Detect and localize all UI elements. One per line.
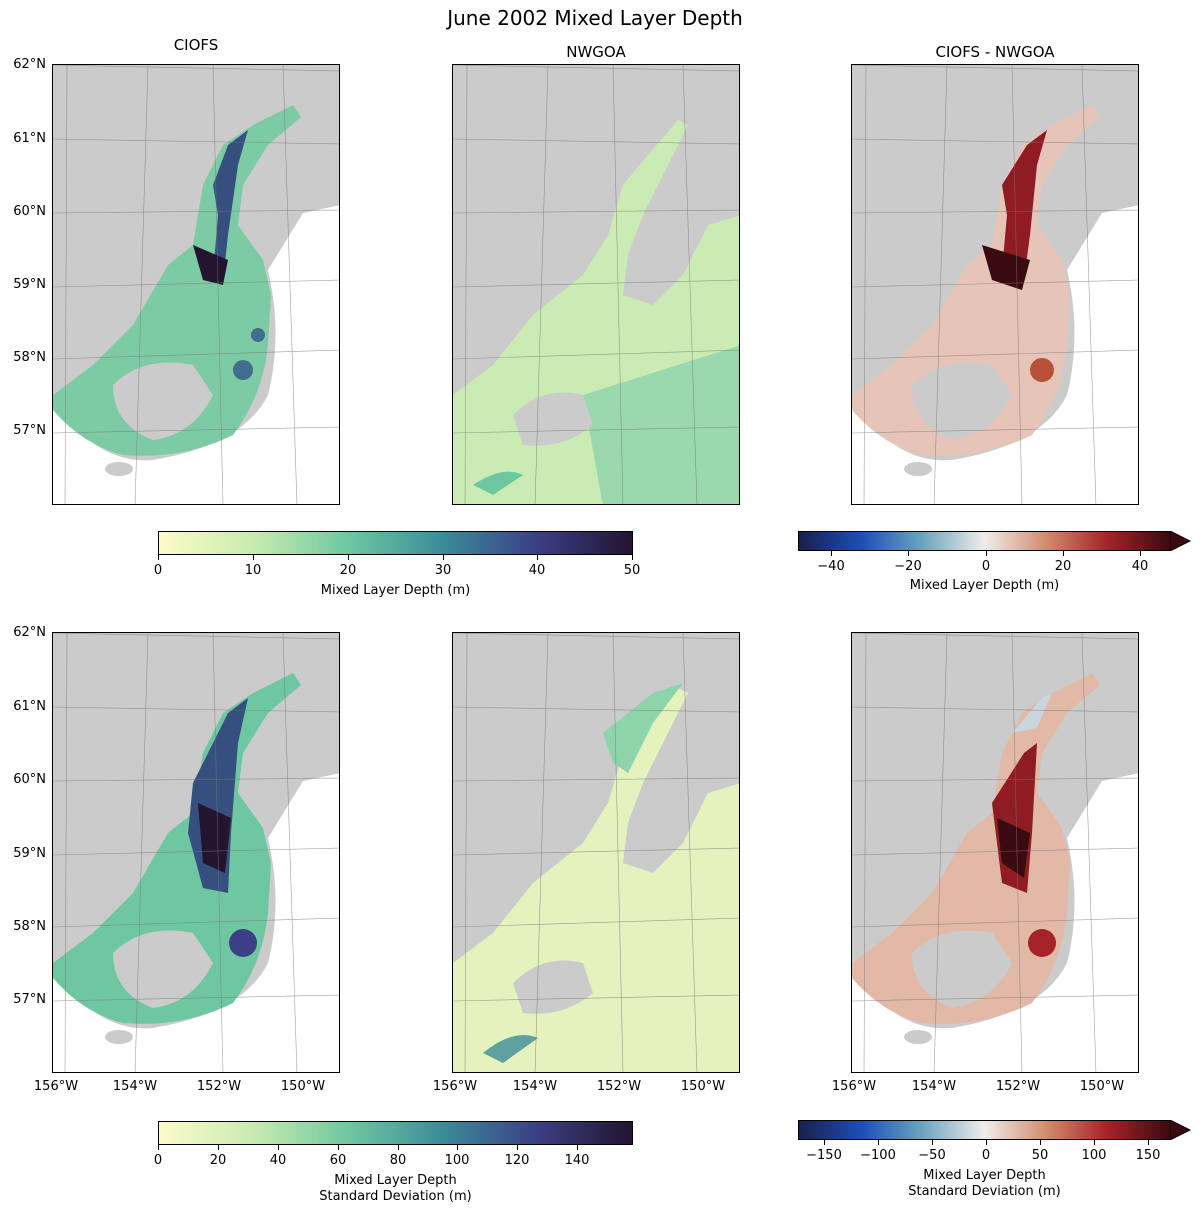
cbar-tick: 50 [1031,1148,1049,1163]
cbar-tick: −20 [894,559,922,574]
lat-label-61-row1: 61°N [13,131,46,146]
map-ciofs-std [52,632,340,1073]
cbar-tick: −40 [817,559,845,574]
lat-label-57-row2: 57°N [13,992,46,1007]
map-nwgoa-std [452,632,740,1073]
cbar-tick: −100 [860,1148,896,1163]
column-title-ciofs: CIOFS [173,36,219,54]
cbar-tick: 40 [528,563,546,578]
cbar-tick: 120 [504,1153,530,1168]
cbar-tick: 100 [444,1153,470,1168]
map-diff-std [851,632,1139,1073]
colorbar-std-diverging-label-line2: Standard Deviation (m) [908,1184,1061,1199]
lon-label-156-col3: 156°W [831,1079,877,1094]
cbar-tick: 20 [209,1153,227,1168]
lat-label-60-row2: 60°N [13,772,46,787]
map-nwgoa-mean [452,64,740,505]
figure-title: June 2002 Mixed Layer Depth [447,6,743,30]
colorbar-std-sequential-label: Mixed Layer Depth Standard Deviation (m) [158,1173,633,1205]
lat-label-60-row1: 60°N [13,204,46,219]
lat-label-61-row2: 61°N [13,699,46,714]
column-title-nwgoa: NWGOA [566,43,626,61]
cbar-tick: 80 [389,1153,407,1168]
colorbar-mean-diverging-label: Mixed Layer Depth (m) [909,578,1060,593]
cbar-tick: 60 [329,1153,347,1168]
colorbar-std-diverging-label: Mixed Layer Depth Standard Deviation (m) [798,1168,1171,1200]
cbar-tick: −50 [918,1148,946,1163]
lat-label-62-row1: 62°N [13,57,46,72]
cbar-tick: 0 [981,1148,991,1163]
lon-label-152-col2: 152°W [596,1079,642,1094]
cbar-tick: 20 [339,563,357,578]
lat-label-62-row2: 62°N [13,625,46,640]
colorbar-std-diverging [798,1120,1171,1140]
colorbar-std-sequential [158,1121,633,1145]
cbar-tick: 40 [269,1153,287,1168]
column-title-diff: CIOFS - NWGOA [935,43,1055,61]
cbar-tick: 50 [623,563,641,578]
cbar-tick: 40 [1131,559,1149,574]
lon-label-152-col1: 152°W [196,1079,242,1094]
cbar-tick: 0 [153,1153,163,1168]
cbar-tick: 10 [244,563,262,578]
lat-label-59-row2: 59°N [13,846,46,861]
cbar-tick: 0 [153,563,163,578]
lat-label-58-row2: 58°N [13,919,46,934]
lon-label-150-col3: 150°W [1079,1079,1125,1094]
lat-label-57-row1: 57°N [13,423,46,438]
cbar-tick: 0 [981,559,991,574]
colorbar-std-diverging-label-line1: Mixed Layer Depth [923,1168,1046,1183]
lon-label-154-col2: 154°W [512,1079,558,1094]
cbar-tick: 20 [1054,559,1072,574]
lon-label-156-col1: 156°W [33,1079,79,1094]
cbar-tick: 100 [1081,1148,1107,1163]
lon-label-150-col2: 150°W [680,1079,726,1094]
cbar-tick: 140 [564,1153,590,1168]
lon-label-156-col2: 156°W [432,1079,478,1094]
colorbar-mean-diverging [798,531,1171,551]
lon-label-152-col3: 152°W [995,1079,1041,1094]
map-ciofs-mean [52,64,340,505]
lon-label-154-col3: 154°W [911,1079,957,1094]
cbar-tick: 30 [434,563,452,578]
lat-label-59-row1: 59°N [13,277,46,292]
lat-label-58-row1: 58°N [13,350,46,365]
colorbar-mean-sequential-label: Mixed Layer Depth (m) [320,583,471,598]
colorbar-mean-sequential [158,531,633,555]
map-diff-mean [851,64,1139,505]
cbar-tick: −150 [806,1148,842,1163]
cbar-tick: 150 [1135,1148,1161,1163]
colorbar-std-sequential-label-line1: Mixed Layer Depth [334,1173,457,1188]
colorbar-std-sequential-label-line2: Standard Deviation (m) [319,1189,472,1204]
lon-label-154-col1: 154°W [112,1079,158,1094]
lon-label-150-col1: 150°W [280,1079,326,1094]
